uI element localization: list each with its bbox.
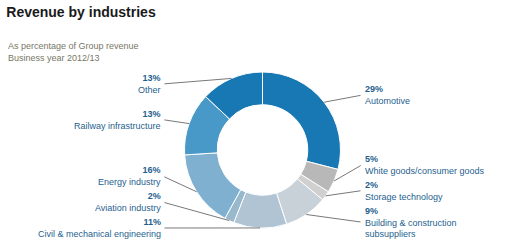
svg-text:5%White goods/consumer goods: 5%White goods/consumer goods bbox=[365, 154, 485, 176]
svg-text:2%Aviation industry: 2%Aviation industry bbox=[95, 191, 161, 213]
svg-text:As percentage of Group revenue: As percentage of Group revenueBusiness y… bbox=[8, 41, 139, 63]
svg-text:2%Storage technology: 2%Storage technology bbox=[365, 180, 443, 202]
svg-text:29%Automotive: 29%Automotive bbox=[365, 84, 410, 106]
svg-text:Revenue by industries: Revenue by industries bbox=[6, 4, 156, 20]
svg-text:13%Other: 13%Other bbox=[138, 73, 161, 95]
svg-text:11%Civil & mechanical engineer: 11%Civil & mechanical engineering bbox=[38, 217, 161, 239]
svg-text:13%Railway infrastructure: 13%Railway infrastructure bbox=[74, 109, 161, 131]
svg-text:16%Energy industry: 16%Energy industry bbox=[98, 165, 161, 187]
svg-text:9%Building & constructionsubsu: 9%Building & constructionsubsuppliers bbox=[365, 206, 457, 239]
